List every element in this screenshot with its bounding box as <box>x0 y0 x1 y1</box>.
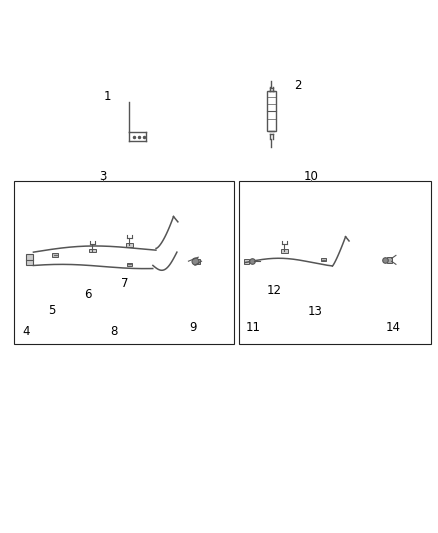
Text: 1: 1 <box>104 90 111 103</box>
Bar <box>244 259 249 264</box>
Bar <box>14 181 234 344</box>
Text: 13: 13 <box>307 305 322 318</box>
Text: 8: 8 <box>110 325 118 338</box>
Text: 6: 6 <box>84 288 92 301</box>
Text: 11: 11 <box>246 321 261 334</box>
Bar <box>127 263 132 266</box>
Bar <box>321 259 326 262</box>
Bar <box>387 257 392 263</box>
Text: 14: 14 <box>386 321 401 334</box>
Bar <box>25 254 33 265</box>
Text: 12: 12 <box>267 284 282 297</box>
Text: 7: 7 <box>121 277 129 290</box>
Text: 9: 9 <box>189 321 197 334</box>
Bar <box>195 259 200 264</box>
Bar <box>89 248 96 253</box>
Text: 4: 4 <box>22 325 30 338</box>
Text: 2: 2 <box>294 79 301 92</box>
Text: 3: 3 <box>99 169 107 183</box>
Bar <box>267 91 276 131</box>
Text: 10: 10 <box>303 169 318 183</box>
Bar <box>52 253 58 257</box>
Bar <box>281 249 288 253</box>
Bar <box>239 181 431 344</box>
Text: 5: 5 <box>48 304 55 317</box>
Bar <box>126 243 133 247</box>
